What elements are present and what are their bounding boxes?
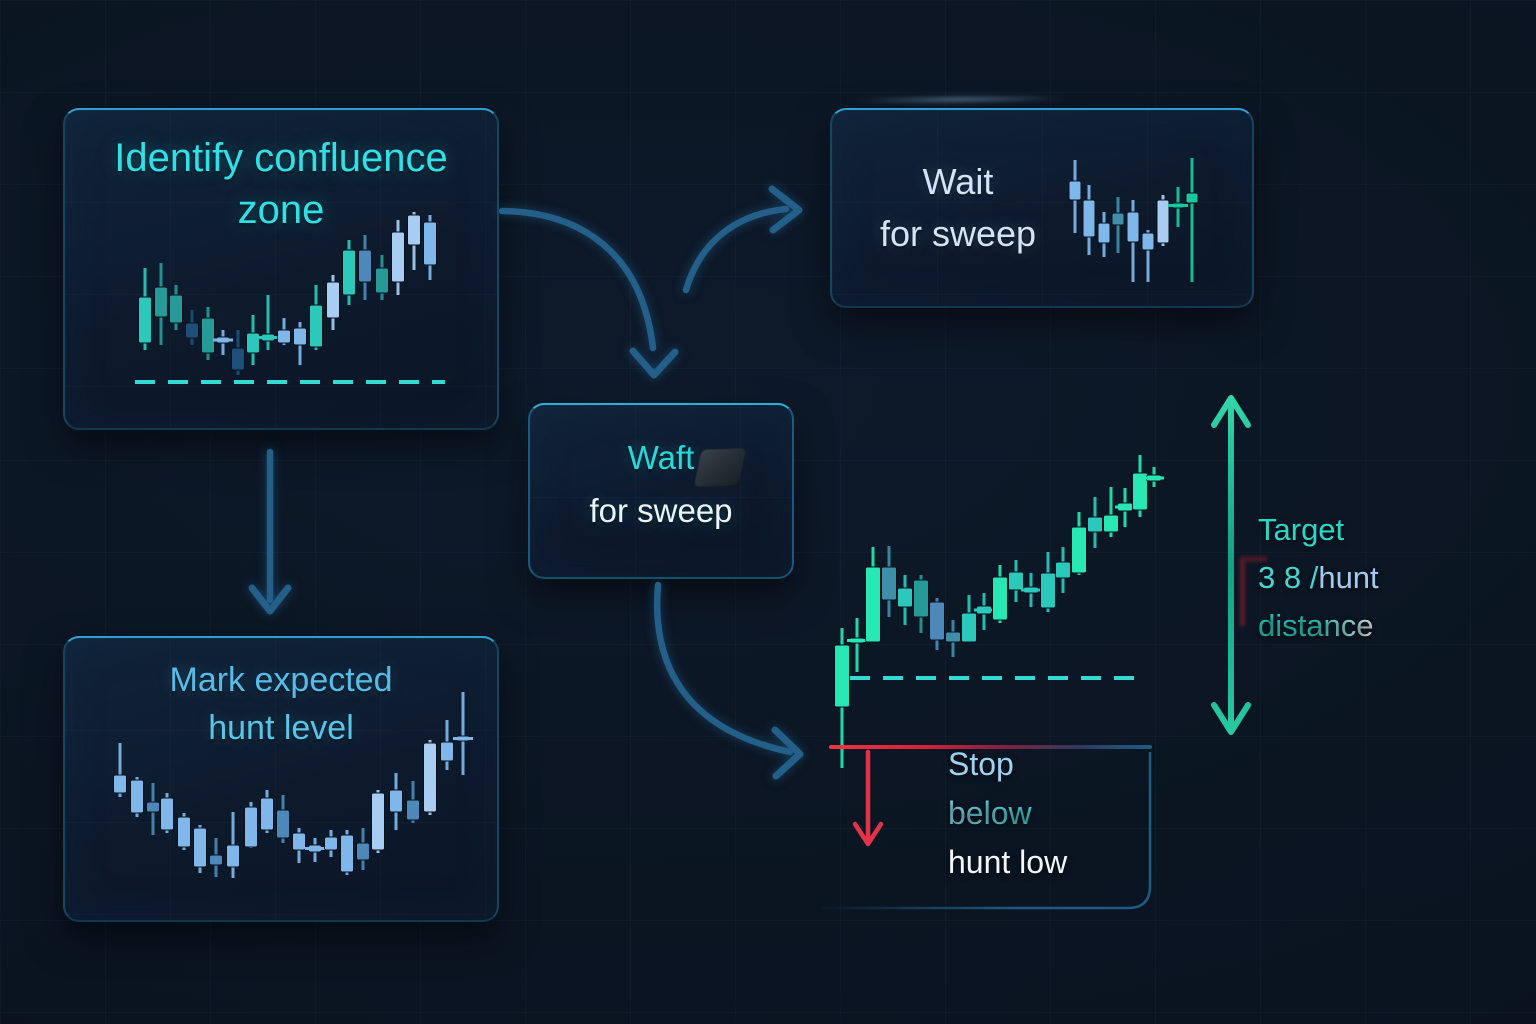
target-annotation-line2: 3 8 /hunt [1258, 554, 1379, 602]
node-wait-title-line2: for sweep [879, 213, 1037, 254]
node-waitmid-title: Waft for sweep [530, 431, 792, 537]
chart-mark [113, 692, 473, 878]
node-mark-title: Mark expected hunt level [65, 656, 497, 752]
arrow-identify-to-waitmid [498, 207, 657, 352]
node-identify-title-line1: Identify confluence [114, 136, 448, 180]
target-annotation-line2-word: hunt [1318, 560, 1379, 595]
node-identify-title: Identify confluence zone [65, 132, 497, 236]
stop-annotation: Stop below hunt low [948, 740, 1067, 887]
node-wait-title: Wait for sweep [832, 156, 1084, 260]
chart-entry [822, 455, 1164, 910]
stop-annotation-line3: hunt low [948, 844, 1068, 880]
chart-identify [135, 212, 445, 384]
node-wait-title-line1: Wait [922, 161, 994, 202]
stop-annotation-line2: below [948, 789, 1067, 838]
node-waitmid-for-sweep: Waft for sweep [528, 403, 794, 579]
chart-wait [1068, 158, 1199, 282]
target-annotation: Target 3 8 /hunt distance [1258, 506, 1379, 650]
target-annotation-line3: distance [1258, 602, 1379, 650]
target-annotation-line2-ratio: 3 8 / [1258, 560, 1319, 595]
node-mark-title-line1: Mark expected [169, 661, 393, 699]
candles [113, 692, 473, 878]
arrow-branch-to-wait [682, 205, 790, 294]
smudge-artifact [693, 448, 747, 487]
candles [834, 455, 1164, 768]
candles [138, 212, 437, 375]
target-arrow [1211, 395, 1251, 735]
stop-annotation-line1: Stop [948, 746, 1014, 782]
node-identify-confluence-zone: Identify confluence zone [63, 108, 499, 430]
node-identify-title-line2: zone [237, 188, 325, 232]
candles [1068, 158, 1199, 282]
node-waitmid-title-line2: for sweep [589, 492, 733, 529]
target-annotation-line1: Target [1258, 512, 1345, 547]
arrow-waitmid-to-entry [653, 581, 794, 756]
node-waitmid-title-line1: Waft [627, 439, 695, 476]
red-flag-artifact [1240, 556, 1267, 626]
node-mark-title-line2: hunt level [208, 709, 354, 747]
